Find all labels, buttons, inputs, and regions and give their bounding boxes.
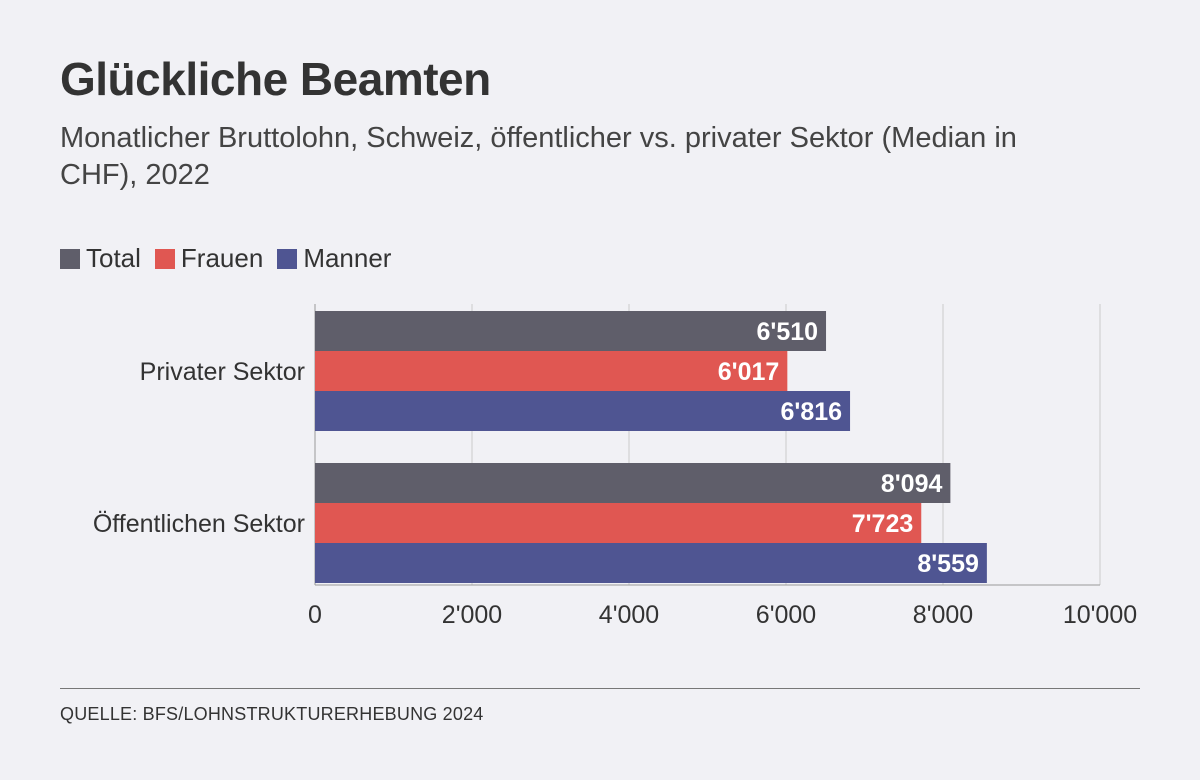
data-label: 6'017 bbox=[718, 358, 780, 386]
bar-maenner bbox=[315, 543, 987, 583]
x-tick-label: 4'000 bbox=[599, 601, 659, 629]
source-note: QUELLE: BFS/LOHNSTRUKTURERHEBUNG 2024 bbox=[60, 704, 484, 724]
chart-title: Glückliche Beamten bbox=[60, 53, 491, 105]
legend-label-frauen: Frauen bbox=[180, 243, 264, 273]
data-label: 6'816 bbox=[780, 398, 842, 426]
legend-label-maenner: Manner bbox=[303, 243, 392, 273]
bar-maenner bbox=[315, 391, 851, 431]
bar-total bbox=[315, 463, 951, 503]
legend-label-total: Total bbox=[86, 243, 141, 273]
legend-item-total: Total bbox=[60, 243, 141, 274]
legend: Total Frauen Manner bbox=[60, 243, 391, 274]
bar-frauen bbox=[315, 503, 922, 543]
legend-swatch-frauen bbox=[154, 248, 175, 269]
data-label: 8'094 bbox=[881, 470, 943, 498]
x-tick-label: 10'000 bbox=[1063, 601, 1137, 629]
legend-swatch-total bbox=[60, 248, 80, 269]
data-label: 7'723 bbox=[852, 510, 914, 538]
chart-subtitle: Monatlicher Bruttolohn, Schweiz, öffentl… bbox=[60, 122, 1017, 191]
legend-item-maenner: Manner bbox=[277, 243, 391, 274]
x-tick-label: 8'000 bbox=[913, 601, 973, 629]
bar-total bbox=[315, 311, 827, 351]
footer-divider bbox=[60, 688, 1140, 689]
legend-swatch-maenner bbox=[277, 248, 298, 269]
category-label: Öffentlichen Sektor bbox=[93, 510, 305, 538]
x-tick-label: 6'000 bbox=[756, 601, 816, 629]
x-tick-label: 0 bbox=[308, 601, 322, 629]
data-label: 8'559 bbox=[917, 550, 979, 578]
data-label: 6'510 bbox=[756, 318, 818, 346]
bar-frauen bbox=[315, 351, 788, 391]
legend-item-frauen: Frauen bbox=[154, 243, 264, 274]
bar-chart: 0 2'000 4'000 6'000 8'000 10'000 Privater Sekt… bbox=[93, 304, 1137, 629]
category-label: Privater Sektor bbox=[140, 358, 305, 386]
x-tick-label: 2'000 bbox=[442, 601, 502, 629]
